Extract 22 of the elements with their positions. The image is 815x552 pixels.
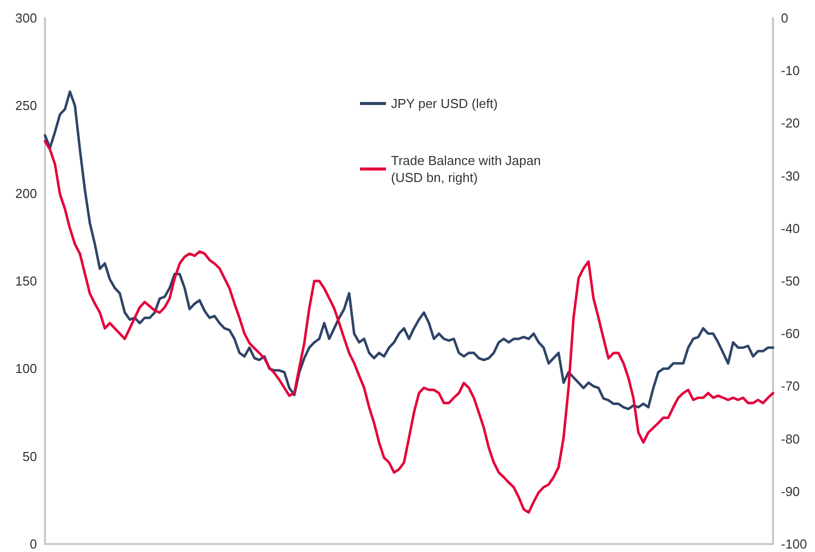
y-tick-label: 250 bbox=[15, 98, 37, 114]
y-tick-label: 0 bbox=[30, 536, 37, 552]
y2-tick-label: -70 bbox=[781, 378, 800, 394]
y2-tick-label: -60 bbox=[781, 326, 800, 342]
line-series bbox=[44, 90, 774, 410]
y2-tick-label: -50 bbox=[781, 274, 800, 288]
legend-label: JPY per USD (left) bbox=[391, 96, 498, 111]
legend-label: Trade Balance with Japan (USD bn, right) bbox=[391, 153, 544, 185]
y2-tick-label: 0 bbox=[781, 10, 788, 26]
line-series bbox=[44, 140, 774, 514]
y-tick-label: 50 bbox=[22, 448, 37, 464]
y2-tick-label: -100 bbox=[781, 536, 808, 552]
y-tick-label: 150 bbox=[15, 274, 37, 288]
y2-tick-label: -90 bbox=[781, 484, 800, 499]
y-tick-label: 100 bbox=[15, 361, 37, 376]
y2-tick-label: -30 bbox=[781, 168, 800, 184]
y2-tick-label: -80 bbox=[781, 431, 800, 446]
y2-tick-label: -20 bbox=[781, 116, 800, 131]
y2-tick-label: -10 bbox=[781, 63, 800, 78]
y-tick-label: 300 bbox=[15, 10, 37, 26]
y-tick-label: 200 bbox=[15, 186, 37, 201]
y2-tick-label: -40 bbox=[781, 220, 800, 236]
